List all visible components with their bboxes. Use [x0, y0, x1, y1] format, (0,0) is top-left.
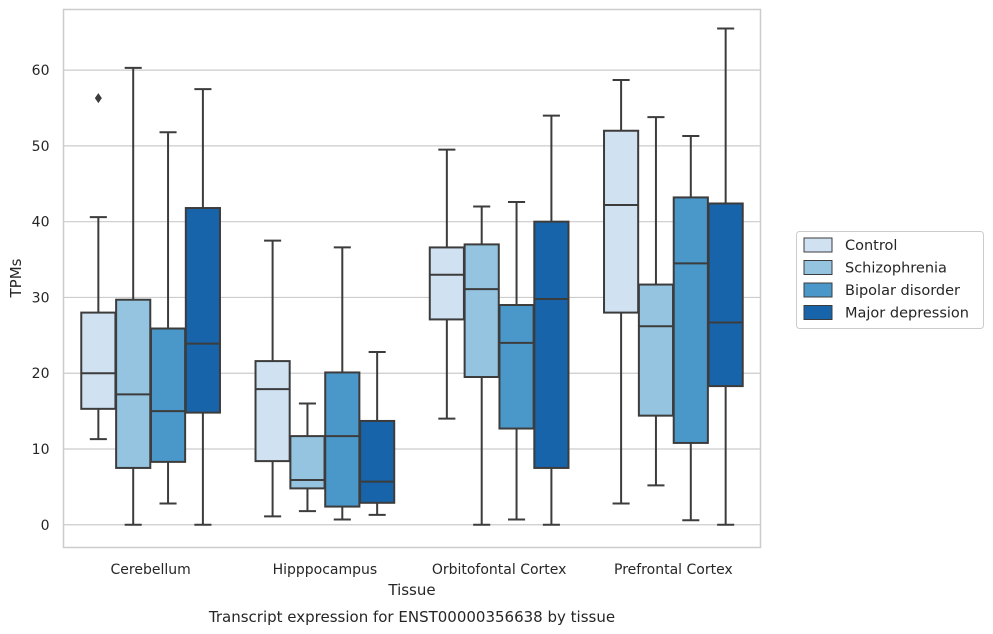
box-iqr	[498, 304, 535, 430]
box-group	[498, 200, 535, 521]
x-tick-label: Cerebellum	[111, 562, 191, 578]
box-group	[149, 131, 187, 505]
box-group	[80, 93, 117, 441]
box-iqr	[428, 246, 465, 321]
y-tick-label: 30	[32, 290, 50, 306]
legend-frame	[796, 231, 984, 329]
box-iqr	[637, 283, 675, 417]
box-iqr	[254, 360, 291, 463]
y-axis-ticks: 0 10 20 30 40 50 60	[32, 63, 50, 534]
box-iqr	[149, 327, 187, 463]
box-group	[254, 239, 291, 518]
legend-label: Major depression	[845, 306, 969, 322]
box-group	[707, 27, 744, 526]
y-tick-label: 20	[32, 366, 50, 382]
x-axis-ticks: Cerebellum Hipppocampus Orbitofontal Corte…	[111, 562, 733, 578]
box-group	[533, 114, 570, 526]
box-iqr	[80, 311, 117, 410]
box-iqr	[463, 243, 500, 379]
y-tick-label: 10	[32, 442, 50, 458]
legend: Control Schizophrenia Bipolar disorder Majo…	[796, 231, 984, 329]
legend-swatch	[803, 237, 833, 253]
outlier-point	[94, 93, 102, 104]
box-group	[428, 148, 465, 420]
plot-frame	[62, 8, 762, 549]
x-tick-label: Prefrontal Cortex	[614, 562, 733, 578]
box-group	[463, 205, 500, 526]
y-tick-label: 60	[32, 63, 50, 79]
legend-swatch	[803, 282, 833, 298]
box-group	[603, 78, 640, 505]
box-iqr	[324, 371, 361, 508]
box-iqr	[603, 129, 640, 314]
chart-caption: Transcript expression for ENST0000035663…	[208, 608, 615, 626]
box-iqr	[115, 298, 152, 469]
legend-label: Control	[845, 238, 897, 254]
box-iqr	[672, 196, 709, 444]
boxes	[80, 27, 744, 526]
box-iqr	[707, 202, 744, 388]
box-group	[289, 402, 326, 513]
box-group	[184, 88, 221, 526]
legend-label: Schizophrenia	[845, 261, 947, 277]
legend-swatch	[803, 260, 833, 275]
y-tick-label: 40	[32, 215, 50, 231]
box-iqr	[359, 419, 396, 504]
y-tick-label: 0	[41, 518, 50, 534]
box-iqr	[533, 220, 570, 469]
box-iqr	[184, 207, 221, 414]
y-axis-label: TPMs	[7, 258, 25, 298]
box-group	[637, 116, 675, 487]
box-group	[324, 246, 361, 521]
box-group	[672, 135, 709, 522]
box-group	[115, 66, 152, 526]
x-axis-label: Tissue	[387, 581, 435, 599]
y-tick-label: 50	[32, 139, 50, 155]
x-tick-label: Hipppocampus	[273, 562, 378, 578]
legend-swatch	[803, 305, 833, 320]
legend-label: Bipolar disorder	[845, 283, 960, 299]
legend-items: Control Schizophrenia Bipolar disorder Majo…	[803, 237, 969, 322]
box-group	[359, 351, 396, 516]
x-tick-label: Orbitofontal Cortex	[432, 562, 567, 578]
